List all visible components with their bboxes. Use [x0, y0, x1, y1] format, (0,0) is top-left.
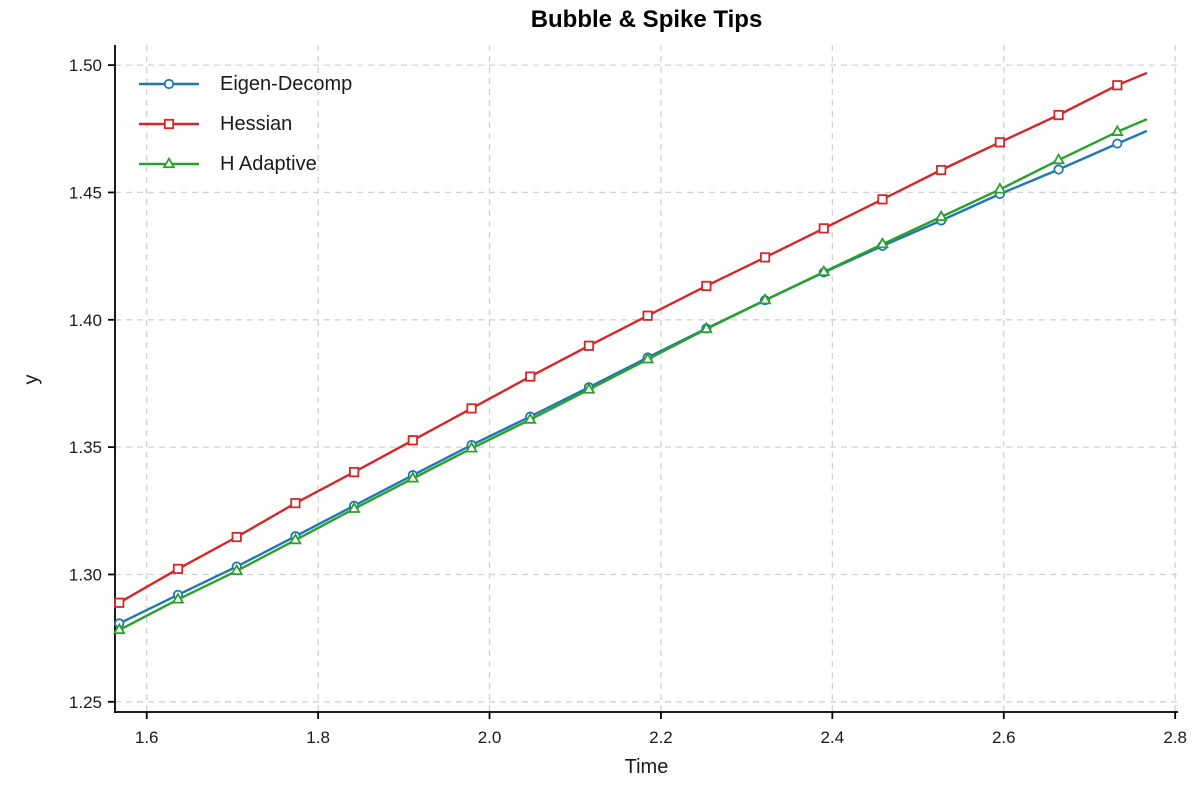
legend-item-hessian: Hessian: [138, 104, 352, 144]
triangle-marker-icon: [993, 182, 1007, 194]
y-tick-label: 1.40: [69, 311, 102, 330]
square-marker-icon: [877, 194, 888, 205]
triangle-marker-icon: [934, 209, 948, 222]
square-marker-icon: [114, 597, 125, 608]
series-line-eigen-decomp: [118, 130, 1148, 625]
y-tick-label: 1.50: [69, 56, 102, 75]
x-tick-label: 1.8: [306, 728, 330, 747]
triangle-marker-icon: [641, 352, 655, 364]
square-marker-icon: [1112, 80, 1123, 91]
x-tick-label: 2.4: [821, 728, 845, 747]
triangle-marker-icon: [171, 592, 185, 604]
triangle-marker-icon: [876, 236, 889, 249]
square-marker-icon: [163, 118, 175, 130]
triangle-marker-icon: [288, 532, 302, 545]
circle-marker-icon: [163, 78, 175, 90]
triangle-marker-icon: [162, 157, 176, 169]
triangle-marker-icon: [699, 321, 713, 334]
y-axis-label: y: [20, 374, 43, 385]
y-tick-label: 1.45: [69, 183, 102, 202]
chart-title: Bubble & Spike Tips: [530, 6, 763, 33]
circle-marker-icon: [1053, 164, 1064, 175]
square-marker-icon: [172, 563, 184, 574]
legend-label: Hessian: [220, 112, 293, 135]
square-marker-icon: [349, 466, 360, 478]
circle-marker-icon: [1112, 138, 1123, 149]
triangle-marker-icon: [112, 622, 126, 635]
x-tick-label: 2.0: [478, 728, 502, 747]
triangle-marker-icon: [758, 292, 772, 305]
series-line-h-adaptive: [118, 118, 1148, 632]
square-marker-icon: [642, 310, 653, 321]
triangle-marker-icon: [347, 501, 361, 513]
y-tick-label: 1.30: [69, 565, 102, 584]
triangle-marker-icon: [1110, 124, 1124, 136]
legend-swatch-line-square-icon: [139, 118, 199, 130]
legend-swatch-line-triangle-icon: [139, 157, 199, 169]
square-marker-icon: [466, 403, 477, 414]
legend-item-h-adaptive: H Adaptive: [138, 144, 352, 184]
y-tick-label: 1.35: [69, 438, 102, 457]
legend-swatch-line-circle-icon: [139, 78, 199, 90]
triangle-marker-icon: [1052, 152, 1066, 165]
triangle-marker-icon: [230, 563, 244, 576]
triangle-marker-icon: [817, 264, 831, 277]
square-marker-icon: [818, 223, 829, 234]
legend: Eigen-Decomp Hessian H Adaptive: [138, 64, 352, 184]
legend-label: H Adaptive: [220, 152, 317, 175]
x-axis-label: Time: [624, 756, 669, 778]
square-marker-icon: [290, 498, 301, 509]
square-marker-icon: [701, 280, 712, 292]
x-tick-label: 1.6: [135, 728, 159, 747]
square-marker-icon: [583, 340, 595, 351]
square-marker-icon: [994, 137, 1006, 148]
legend-item-eigen-decomp: Eigen-Decomp: [138, 64, 352, 104]
x-tick-label: 2.8: [1163, 728, 1187, 747]
square-marker-icon: [1053, 109, 1064, 121]
x-tick-label: 2.6: [992, 728, 1016, 747]
square-marker-icon: [231, 531, 242, 543]
square-marker-icon: [759, 252, 771, 263]
triangle-marker-icon: [465, 441, 478, 453]
x-tick-label: 2.2: [649, 728, 673, 747]
square-marker-icon: [936, 164, 947, 176]
triangle-marker-icon: [523, 412, 537, 424]
triangle-marker-icon: [582, 382, 596, 394]
triangle-marker-icon: [406, 471, 420, 483]
square-marker-icon: [407, 435, 418, 446]
square-marker-icon: [525, 371, 536, 382]
y-tick-label: 1.25: [69, 693, 102, 712]
legend-label: Eigen-Decomp: [220, 72, 353, 95]
